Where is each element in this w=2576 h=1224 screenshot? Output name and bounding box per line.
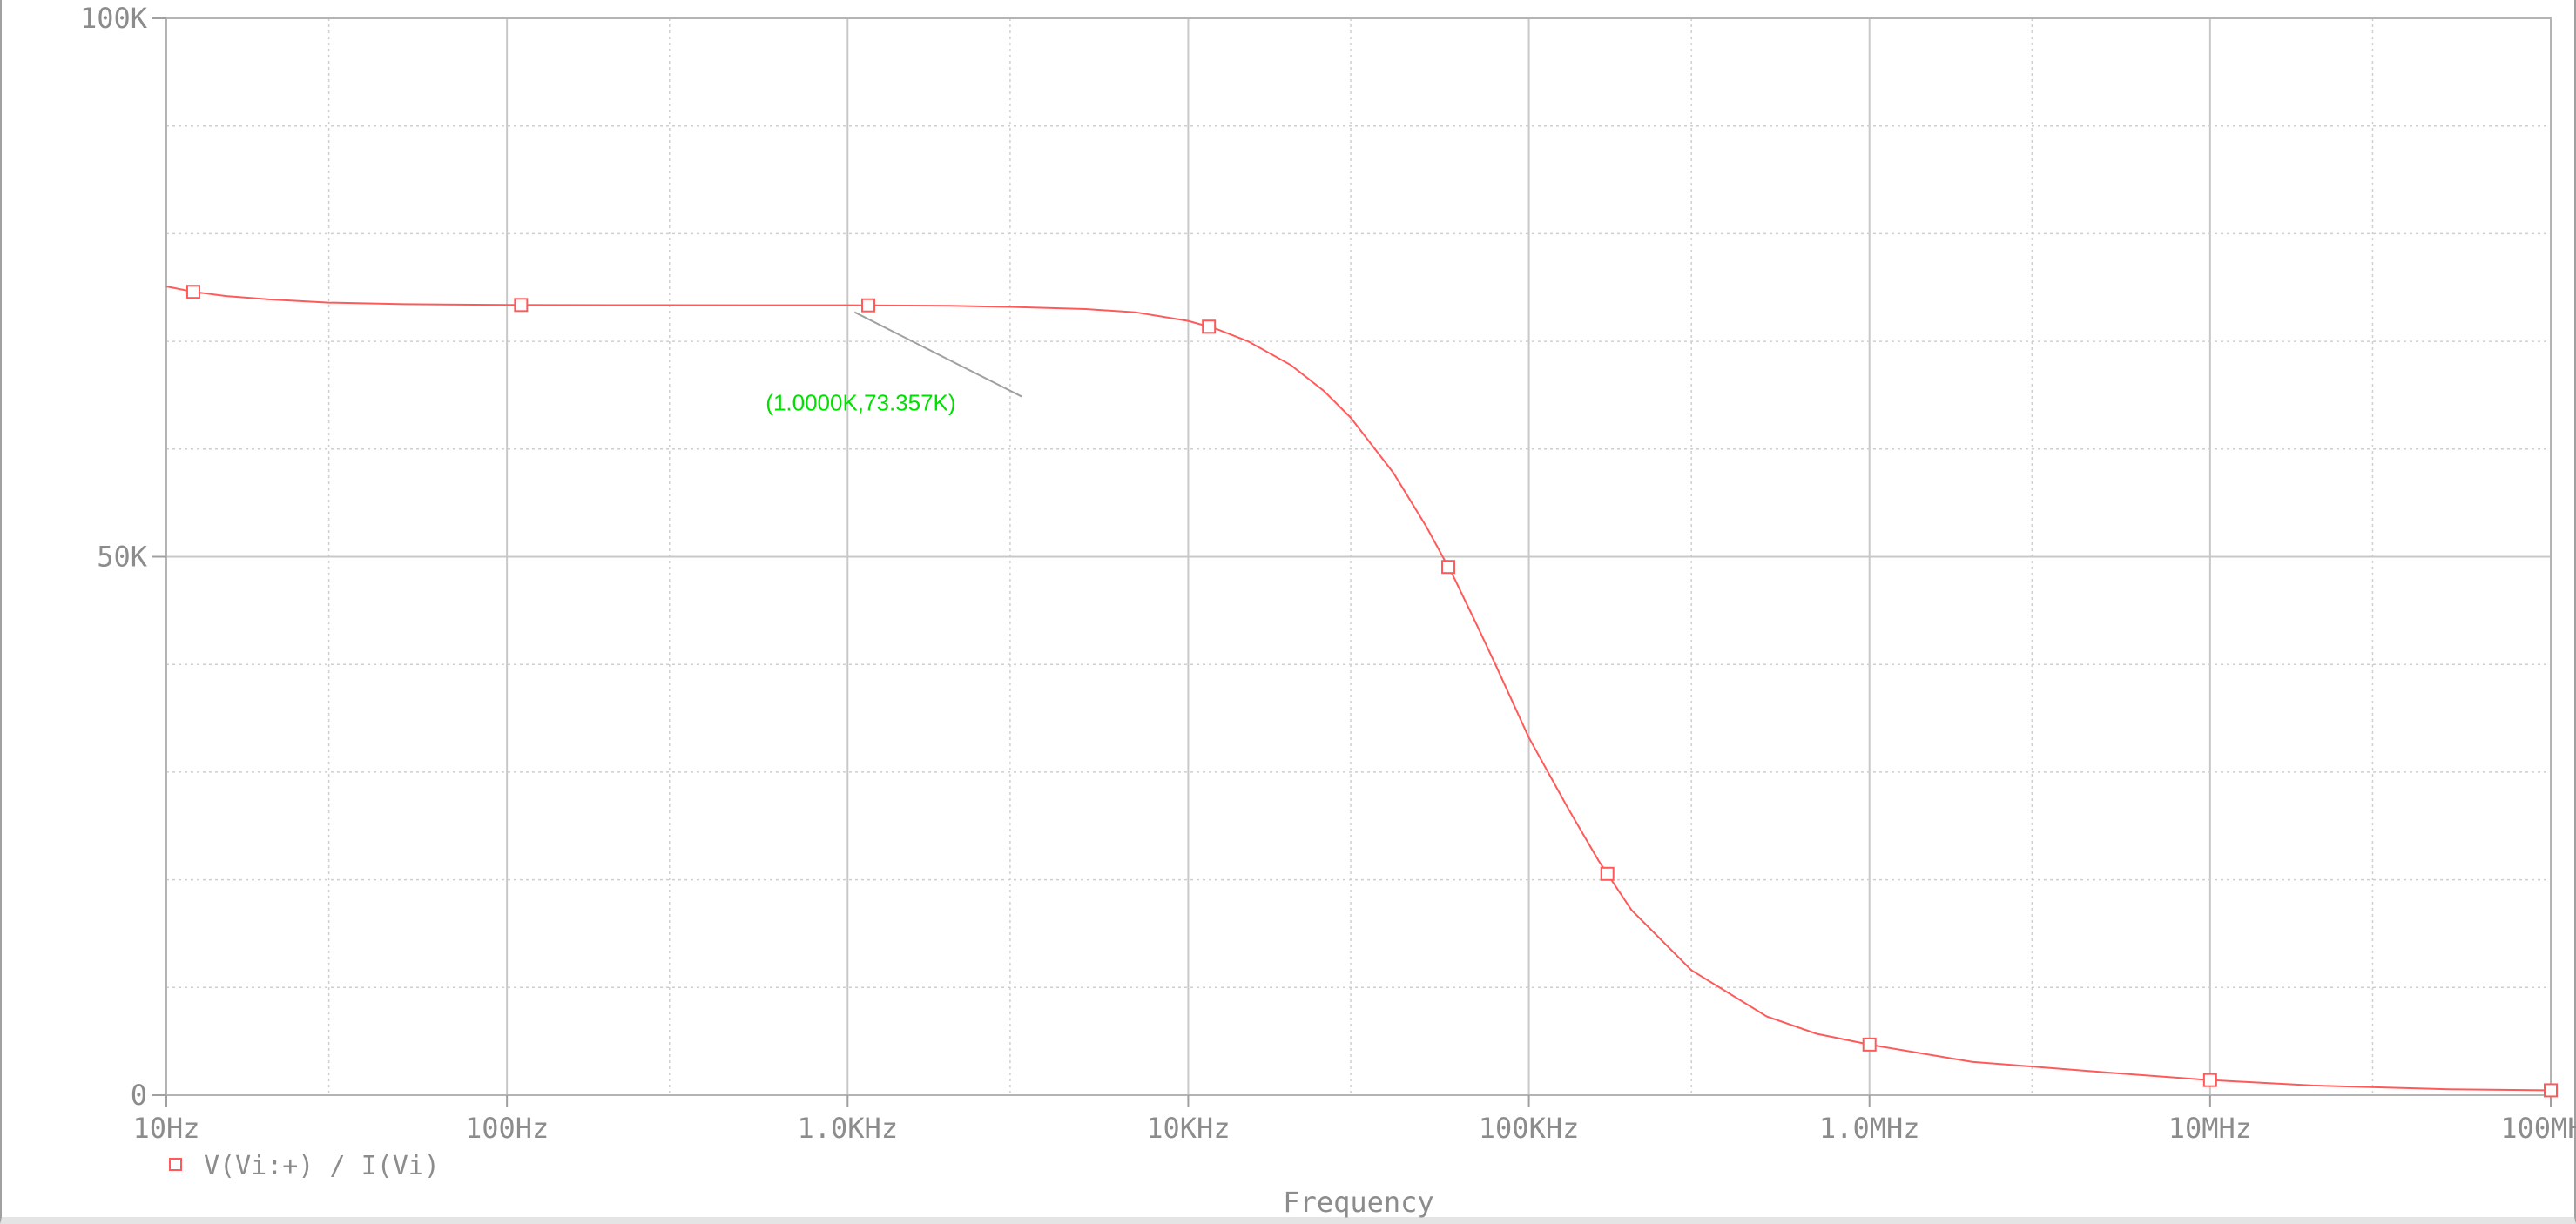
series-marker <box>1862 1037 1877 1052</box>
series-marker <box>514 298 529 313</box>
y-axis: 0 50K 100K <box>80 2 166 1112</box>
grid <box>166 18 2551 1095</box>
legend-marker-icon <box>169 1158 182 1171</box>
series-marker <box>2544 1083 2558 1098</box>
x-tick-label: 1.0KHz <box>797 1112 898 1145</box>
series-marker <box>1441 560 1456 575</box>
series-marker <box>1202 319 1217 334</box>
x-tick-label: 100Hz <box>465 1112 549 1145</box>
legend[interactable]: V(Vi:+) / I(Vi) <box>169 1151 440 1181</box>
y-tick-label: 0 <box>131 1079 147 1112</box>
y-tick-label: 50K <box>97 541 148 574</box>
x-axis: 10Hz 100Hz 1.0KHz 10KHz 100KHz 1.0MHz 10MHz 100… <box>132 1095 2576 1145</box>
annotation-layer[interactable]: (1.0000K,73.357K) <box>765 311 1022 416</box>
annotation-leader-line <box>853 311 1022 398</box>
series-marker <box>185 285 200 299</box>
series-marker <box>2202 1073 2217 1087</box>
x-tick-label: 100KHz <box>1479 1112 1580 1145</box>
series-marker <box>1600 866 1615 881</box>
x-tick-label: 10Hz <box>132 1112 199 1145</box>
x-tick-label: 10MHz <box>2168 1112 2252 1145</box>
annotation-label[interactable]: (1.0000K,73.357K) <box>765 390 955 416</box>
x-tick-label: 100MHz <box>2500 1112 2576 1145</box>
series-marker <box>861 298 876 313</box>
x-tick-label: 10KHz <box>1146 1112 1230 1145</box>
series-line[interactable] <box>165 286 2552 1092</box>
series-layer <box>165 285 2558 1098</box>
y-tick-label: 100K <box>80 2 148 35</box>
x-axis-title: Frequency <box>1283 1186 1433 1219</box>
x-tick-label: 1.0MHz <box>1819 1112 1920 1145</box>
legend-label: V(Vi:+) / I(Vi) <box>204 1151 440 1181</box>
